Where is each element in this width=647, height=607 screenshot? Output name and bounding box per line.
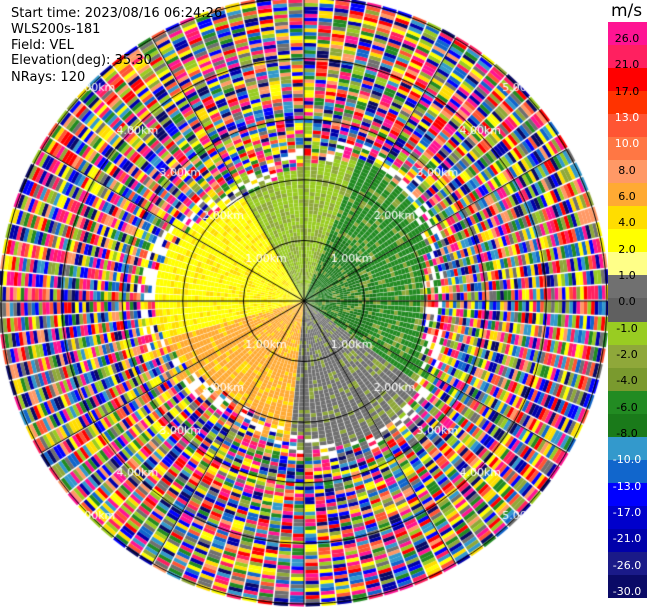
colorbar-swatch — [608, 183, 647, 207]
colorbar-swatch — [608, 229, 647, 253]
colorbar-swatch — [608, 275, 647, 299]
colorbar-tick-label: 21.0 — [614, 58, 640, 72]
colorbar-swatch — [608, 413, 647, 438]
colorbar-tick-label: -2.0 — [616, 348, 638, 361]
nrays-label: NRays: 120 — [11, 70, 86, 85]
colorbar-tick-label: -1.0 — [616, 321, 638, 335]
colorbar-swatch — [608, 298, 647, 322]
colorbar-tick-label: -10.0 — [612, 453, 642, 467]
colorbar-tick-label: -17.0 — [612, 506, 642, 519]
colorbar-swatch — [608, 436, 647, 461]
colorbar-swatch — [608, 114, 647, 138]
colorbar-tick-label: -6.0 — [616, 400, 638, 414]
colorbar-tick-label: -30.0 — [612, 585, 642, 598]
colorbar-swatch — [608, 459, 647, 484]
start-time-label: Start time: 2023/08/16 06:24:26 — [11, 6, 223, 21]
colorbar-tick-label: 4.0 — [618, 216, 636, 230]
colorbar-tick-label: 0.0 — [618, 295, 636, 309]
colorbar — [608, 0, 647, 607]
colorbar-swatch — [608, 367, 647, 392]
colorbar-tick-label: -8.0 — [616, 427, 638, 440]
colorbar-swatch — [608, 91, 647, 115]
colorbar-swatch — [608, 160, 647, 184]
colorbar-swatch — [608, 137, 647, 161]
colorbar-swatch — [608, 390, 647, 415]
colorbar-swatch — [608, 68, 647, 92]
colorbar-swatch — [608, 505, 647, 530]
colorbar-tick-label: 2.0 — [618, 242, 636, 256]
colorbar-tick-label: -26.0 — [612, 558, 642, 572]
field-label: Field: VEL — [11, 38, 74, 53]
colorbar-tick-label: 8.0 — [618, 163, 636, 177]
colorbar-swatch — [608, 551, 647, 576]
colorbar-tick-label: 10.0 — [614, 137, 640, 151]
elevation-label: Elevation(deg): 35.30 — [11, 53, 152, 68]
colorbar-swatch — [608, 574, 647, 599]
colorbar-swatch — [608, 22, 647, 46]
colorbar-swatch — [608, 482, 647, 507]
colorbar-tick-label: 13.0 — [614, 111, 640, 124]
colorbar-swatch — [608, 206, 647, 230]
colorbar-tick-label: -4.0 — [616, 374, 638, 388]
colorbar-tick-label: -21.0 — [612, 532, 642, 546]
colorbar-tick-label: -13.0 — [612, 479, 642, 493]
colorbar-tick-label: 6.0 — [618, 190, 636, 203]
colorbar-tick-label: 26.0 — [614, 32, 640, 45]
colorbar-swatch — [608, 344, 647, 369]
colorbar-unit: m/s — [611, 1, 643, 21]
colorbar-swatch — [608, 45, 647, 69]
colorbar-swatch — [608, 528, 647, 553]
colorbar-tick-label: 1.0 — [618, 269, 636, 282]
colorbar-tick-label: 17.0 — [614, 84, 640, 98]
colorbar-swatch — [608, 321, 647, 346]
site-label: WLS200s-181 — [11, 22, 101, 37]
colorbar-swatch — [608, 252, 647, 276]
